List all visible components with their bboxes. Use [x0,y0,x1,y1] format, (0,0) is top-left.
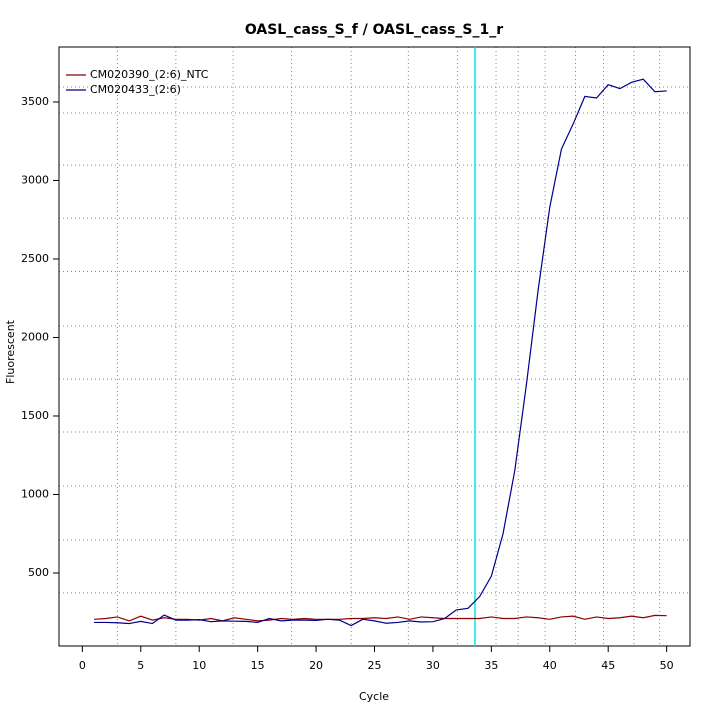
x-tick-label: 20 [309,659,323,672]
x-tick-label: 10 [192,659,206,672]
y-tick-label: 3500 [21,95,49,108]
y-axis-label: Fluorescent [4,319,17,384]
y-tick-label: 1000 [21,487,49,500]
y-tick-label: 2500 [21,252,49,265]
x-tick-label: 45 [601,659,615,672]
x-tick-label: 25 [368,659,382,672]
y-tick-label: 2000 [21,330,49,343]
x-tick-label: 30 [426,659,440,672]
x-tick-label: 40 [543,659,557,672]
series-line [94,78,667,627]
x-axis-label: Cycle [359,690,389,703]
y-tick-label: 3000 [21,173,49,186]
y-tick-label: 1500 [21,409,49,422]
legend-label: CM020433_(2:6) [90,83,181,96]
x-tick-label: 50 [660,659,674,672]
x-tick-label: 15 [251,659,265,672]
legend-label: CM020390_(2:6)_NTC [90,68,209,81]
plot-frame [58,46,691,647]
x-tick-label: 5 [137,659,144,672]
y-tick-label: 500 [28,566,49,579]
chart-title: OASL_cass_S_f / OASL_cass_S_1_r [245,22,503,38]
x-tick-label: 0 [79,659,86,672]
x-tick-label: 35 [484,659,498,672]
